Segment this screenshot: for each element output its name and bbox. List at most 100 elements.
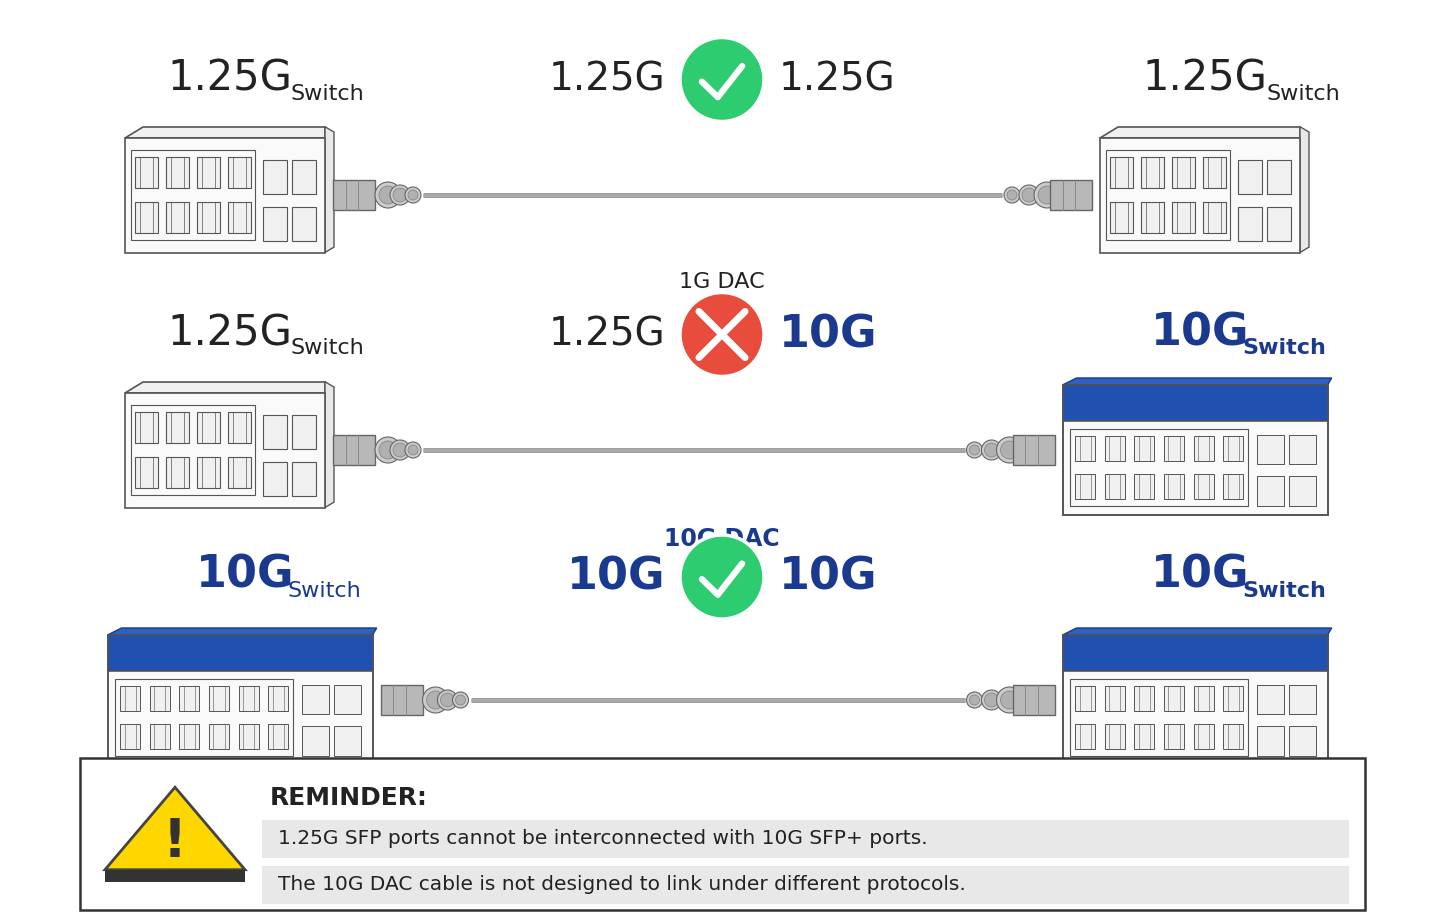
Circle shape bbox=[390, 185, 410, 205]
Circle shape bbox=[393, 188, 407, 202]
Circle shape bbox=[376, 182, 402, 208]
FancyBboxPatch shape bbox=[1051, 180, 1092, 210]
FancyBboxPatch shape bbox=[292, 462, 316, 496]
FancyBboxPatch shape bbox=[1105, 686, 1124, 711]
FancyBboxPatch shape bbox=[1134, 724, 1155, 749]
FancyBboxPatch shape bbox=[238, 686, 259, 711]
FancyBboxPatch shape bbox=[116, 679, 293, 756]
Text: The 10G DAC cable is not designed to link under different protocols.: The 10G DAC cable is not designed to lin… bbox=[277, 876, 965, 894]
FancyBboxPatch shape bbox=[1110, 157, 1133, 188]
Polygon shape bbox=[126, 382, 325, 393]
Polygon shape bbox=[325, 127, 334, 252]
Circle shape bbox=[967, 692, 983, 708]
FancyBboxPatch shape bbox=[269, 724, 288, 749]
FancyBboxPatch shape bbox=[228, 457, 250, 488]
FancyBboxPatch shape bbox=[1172, 157, 1195, 188]
FancyBboxPatch shape bbox=[1105, 724, 1124, 749]
Circle shape bbox=[426, 691, 445, 709]
FancyBboxPatch shape bbox=[1204, 202, 1225, 233]
FancyBboxPatch shape bbox=[1013, 435, 1055, 465]
FancyBboxPatch shape bbox=[198, 457, 220, 488]
FancyBboxPatch shape bbox=[120, 686, 140, 711]
Circle shape bbox=[405, 187, 420, 203]
FancyBboxPatch shape bbox=[292, 207, 316, 241]
Circle shape bbox=[970, 445, 980, 455]
FancyBboxPatch shape bbox=[1105, 436, 1124, 461]
Circle shape bbox=[1000, 441, 1019, 459]
Circle shape bbox=[376, 437, 402, 463]
Circle shape bbox=[984, 443, 998, 457]
FancyBboxPatch shape bbox=[179, 686, 199, 711]
FancyBboxPatch shape bbox=[228, 202, 250, 233]
Text: REMINDER:: REMINDER: bbox=[270, 786, 428, 810]
FancyBboxPatch shape bbox=[302, 685, 329, 714]
FancyBboxPatch shape bbox=[150, 686, 171, 711]
FancyBboxPatch shape bbox=[269, 686, 288, 711]
FancyBboxPatch shape bbox=[120, 724, 140, 749]
Text: 1.25G: 1.25G bbox=[548, 315, 665, 354]
FancyBboxPatch shape bbox=[332, 435, 376, 465]
FancyBboxPatch shape bbox=[1289, 435, 1315, 464]
FancyBboxPatch shape bbox=[1134, 686, 1155, 711]
FancyBboxPatch shape bbox=[1222, 474, 1243, 499]
FancyBboxPatch shape bbox=[1100, 138, 1300, 252]
Text: !: ! bbox=[163, 816, 186, 868]
FancyBboxPatch shape bbox=[131, 405, 254, 495]
Text: 10G: 10G bbox=[566, 555, 665, 599]
Text: Switch: Switch bbox=[1243, 581, 1327, 601]
FancyBboxPatch shape bbox=[136, 202, 158, 233]
Circle shape bbox=[970, 695, 980, 705]
FancyBboxPatch shape bbox=[262, 866, 1350, 904]
FancyBboxPatch shape bbox=[1194, 436, 1214, 461]
FancyBboxPatch shape bbox=[1075, 474, 1095, 499]
FancyBboxPatch shape bbox=[1075, 686, 1095, 711]
Circle shape bbox=[997, 687, 1023, 713]
Polygon shape bbox=[126, 127, 325, 138]
FancyBboxPatch shape bbox=[1062, 385, 1328, 421]
Circle shape bbox=[1022, 188, 1036, 202]
FancyBboxPatch shape bbox=[136, 412, 158, 443]
FancyBboxPatch shape bbox=[198, 157, 220, 188]
Polygon shape bbox=[1062, 628, 1332, 635]
FancyBboxPatch shape bbox=[1075, 436, 1095, 461]
FancyBboxPatch shape bbox=[1257, 477, 1283, 505]
FancyBboxPatch shape bbox=[1062, 421, 1328, 515]
FancyBboxPatch shape bbox=[1267, 207, 1290, 241]
FancyBboxPatch shape bbox=[1075, 724, 1095, 749]
Text: 10G: 10G bbox=[779, 555, 877, 599]
FancyBboxPatch shape bbox=[292, 161, 316, 194]
Text: Switch: Switch bbox=[290, 83, 364, 103]
FancyBboxPatch shape bbox=[1105, 150, 1230, 240]
Circle shape bbox=[967, 442, 983, 458]
Text: 1.25G: 1.25G bbox=[168, 57, 292, 100]
FancyBboxPatch shape bbox=[228, 157, 250, 188]
FancyBboxPatch shape bbox=[263, 161, 288, 194]
FancyBboxPatch shape bbox=[1071, 679, 1248, 756]
Circle shape bbox=[422, 687, 448, 713]
FancyBboxPatch shape bbox=[1222, 724, 1243, 749]
Circle shape bbox=[452, 692, 468, 708]
FancyBboxPatch shape bbox=[1257, 726, 1283, 756]
FancyBboxPatch shape bbox=[380, 685, 422, 715]
FancyBboxPatch shape bbox=[166, 157, 189, 188]
FancyBboxPatch shape bbox=[1142, 202, 1163, 233]
FancyBboxPatch shape bbox=[136, 457, 158, 488]
FancyBboxPatch shape bbox=[1165, 686, 1183, 711]
FancyBboxPatch shape bbox=[262, 820, 1350, 858]
Circle shape bbox=[379, 441, 397, 459]
Text: 10G DAC: 10G DAC bbox=[665, 785, 780, 809]
Text: 1.25G: 1.25G bbox=[548, 60, 665, 99]
Circle shape bbox=[407, 445, 418, 455]
Circle shape bbox=[1004, 187, 1020, 203]
FancyBboxPatch shape bbox=[136, 157, 158, 188]
FancyBboxPatch shape bbox=[1204, 157, 1225, 188]
FancyBboxPatch shape bbox=[292, 416, 316, 449]
Text: 10G: 10G bbox=[779, 313, 877, 356]
FancyBboxPatch shape bbox=[1013, 685, 1055, 715]
FancyBboxPatch shape bbox=[1062, 672, 1328, 765]
Polygon shape bbox=[1100, 127, 1300, 138]
Polygon shape bbox=[1300, 127, 1309, 252]
FancyBboxPatch shape bbox=[126, 138, 325, 252]
FancyBboxPatch shape bbox=[228, 412, 250, 443]
FancyBboxPatch shape bbox=[1134, 474, 1155, 499]
